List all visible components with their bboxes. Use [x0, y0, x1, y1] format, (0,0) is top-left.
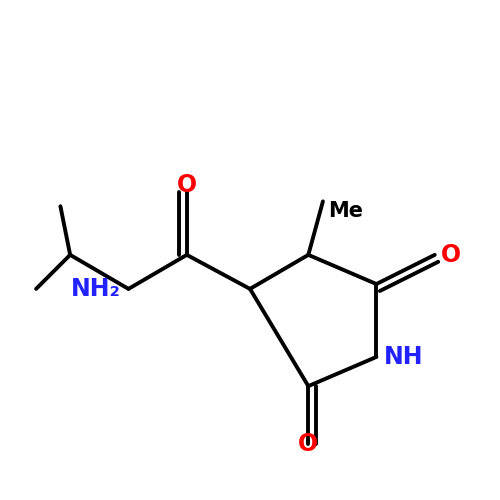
Text: NH: NH: [384, 345, 423, 369]
Text: O: O: [176, 172, 197, 197]
Text: O: O: [440, 243, 460, 267]
Text: Me: Me: [328, 202, 363, 222]
Text: NH₂: NH₂: [72, 277, 121, 301]
Text: O: O: [298, 432, 318, 456]
